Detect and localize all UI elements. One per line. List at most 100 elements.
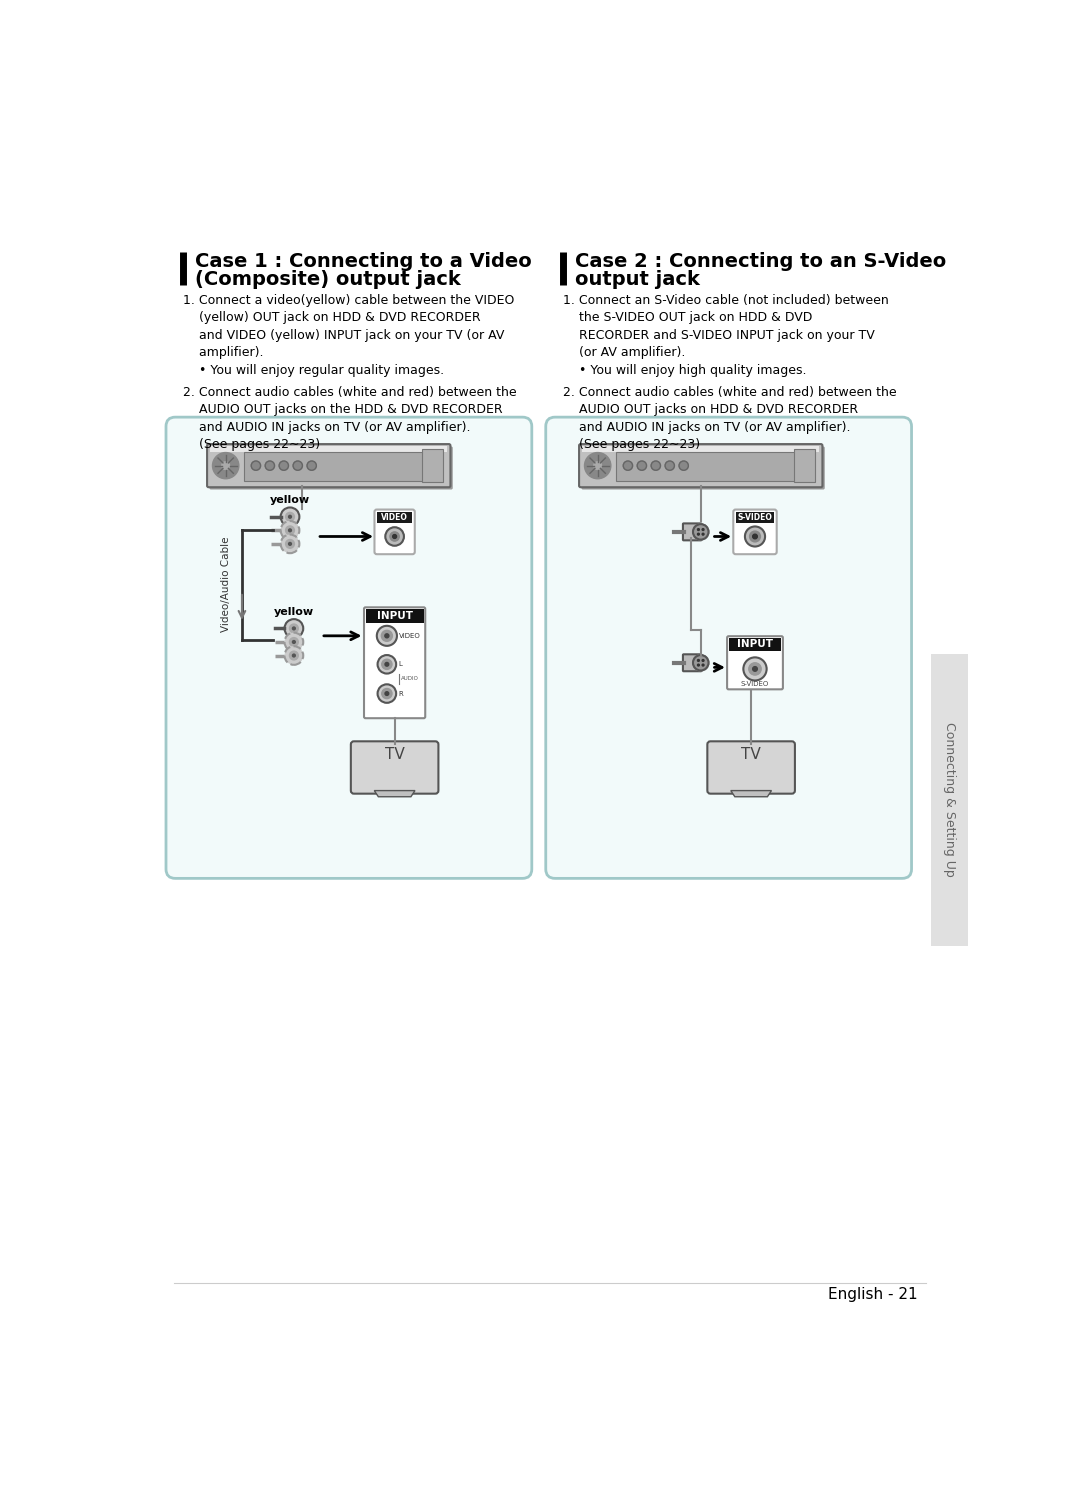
FancyBboxPatch shape (351, 742, 438, 794)
Circle shape (693, 525, 708, 540)
Circle shape (750, 531, 760, 541)
Circle shape (756, 538, 758, 540)
Text: S-VIDEO: S-VIDEO (738, 513, 772, 522)
Circle shape (745, 526, 765, 547)
Circle shape (292, 626, 296, 630)
Circle shape (584, 452, 611, 479)
FancyBboxPatch shape (733, 510, 777, 555)
Circle shape (753, 534, 757, 538)
Circle shape (293, 461, 302, 470)
Bar (794, 449, 815, 482)
FancyBboxPatch shape (545, 418, 912, 879)
Circle shape (221, 462, 230, 470)
Bar (729, 638, 781, 651)
Text: INPUT: INPUT (737, 639, 773, 650)
Bar (735, 512, 774, 522)
Circle shape (284, 632, 303, 651)
Circle shape (702, 534, 704, 535)
Text: S-VIDEO: S-VIDEO (741, 681, 769, 687)
Bar (377, 512, 413, 522)
Circle shape (266, 461, 274, 470)
Text: VIDEO: VIDEO (381, 513, 408, 522)
Text: 1. Connect an S-Video cable (not included) between
    the S-VIDEO OUT jack on H: 1. Connect an S-Video cable (not include… (563, 294, 889, 376)
Circle shape (307, 461, 316, 470)
Text: TV: TV (384, 746, 405, 761)
Circle shape (753, 666, 757, 671)
FancyBboxPatch shape (579, 445, 823, 488)
Circle shape (743, 657, 767, 681)
Circle shape (651, 461, 661, 470)
Circle shape (288, 636, 299, 647)
Circle shape (284, 647, 303, 665)
Circle shape (594, 462, 602, 470)
Polygon shape (375, 791, 415, 797)
FancyBboxPatch shape (581, 446, 825, 489)
Bar (211, 446, 447, 452)
Circle shape (386, 528, 404, 546)
Circle shape (288, 528, 292, 532)
Text: VIDEO: VIDEO (400, 633, 421, 639)
Circle shape (698, 534, 700, 535)
Circle shape (390, 532, 400, 541)
Circle shape (748, 663, 761, 675)
Circle shape (752, 534, 754, 535)
Circle shape (693, 656, 708, 671)
FancyBboxPatch shape (210, 446, 453, 489)
Circle shape (756, 534, 758, 535)
FancyBboxPatch shape (683, 654, 702, 671)
Bar (582, 446, 820, 452)
Circle shape (393, 534, 396, 538)
Circle shape (702, 665, 704, 666)
Polygon shape (731, 791, 771, 797)
Text: 2. Connect audio cables (white and red) between the
    AUDIO OUT jacks on the H: 2. Connect audio cables (white and red) … (183, 385, 516, 451)
Circle shape (757, 665, 759, 668)
Circle shape (384, 663, 389, 666)
Text: yellow: yellow (274, 607, 314, 617)
Circle shape (665, 461, 674, 470)
Text: Case 2 : Connecting to an S-Video: Case 2 : Connecting to an S-Video (576, 251, 946, 271)
Text: Connecting & Setting Up: Connecting & Setting Up (943, 723, 956, 877)
Text: yellow: yellow (270, 495, 310, 506)
Circle shape (284, 619, 303, 638)
FancyBboxPatch shape (707, 742, 795, 794)
Circle shape (757, 671, 759, 674)
Circle shape (702, 529, 704, 531)
Bar (422, 449, 444, 482)
Circle shape (378, 684, 396, 703)
Circle shape (378, 656, 396, 674)
Text: AUDIO: AUDIO (401, 677, 419, 681)
FancyBboxPatch shape (166, 418, 531, 879)
Circle shape (288, 650, 299, 660)
Circle shape (752, 538, 754, 540)
Text: TV: TV (741, 746, 761, 761)
Bar (244, 452, 441, 482)
Bar (365, 608, 423, 623)
Circle shape (381, 688, 392, 699)
Circle shape (377, 626, 397, 645)
Circle shape (384, 633, 389, 638)
Circle shape (698, 660, 700, 662)
Circle shape (285, 512, 295, 522)
Circle shape (384, 691, 389, 696)
Circle shape (281, 507, 299, 526)
Circle shape (288, 541, 292, 546)
Text: (Composite) output jack: (Composite) output jack (195, 271, 461, 288)
FancyBboxPatch shape (683, 523, 702, 540)
Circle shape (292, 639, 296, 644)
Text: 1. Connect a video(yellow) cable between the VIDEO
    (yellow) OUT jack on HDD : 1. Connect a video(yellow) cable between… (183, 294, 514, 376)
Text: INPUT: INPUT (377, 611, 413, 620)
Circle shape (698, 665, 700, 666)
Circle shape (751, 671, 753, 674)
Circle shape (292, 653, 296, 657)
Circle shape (285, 538, 295, 549)
Bar (617, 452, 813, 482)
Circle shape (702, 660, 704, 662)
Text: Video/Audio Cable: Video/Audio Cable (221, 537, 231, 632)
Text: 2. Connect audio cables (white and red) between the
    AUDIO OUT jacks on HDD &: 2. Connect audio cables (white and red) … (563, 385, 896, 451)
Circle shape (281, 534, 299, 553)
Text: English - 21: English - 21 (828, 1286, 918, 1303)
Circle shape (252, 461, 260, 470)
Circle shape (698, 529, 700, 531)
Circle shape (679, 461, 688, 470)
Text: output jack: output jack (576, 271, 700, 288)
